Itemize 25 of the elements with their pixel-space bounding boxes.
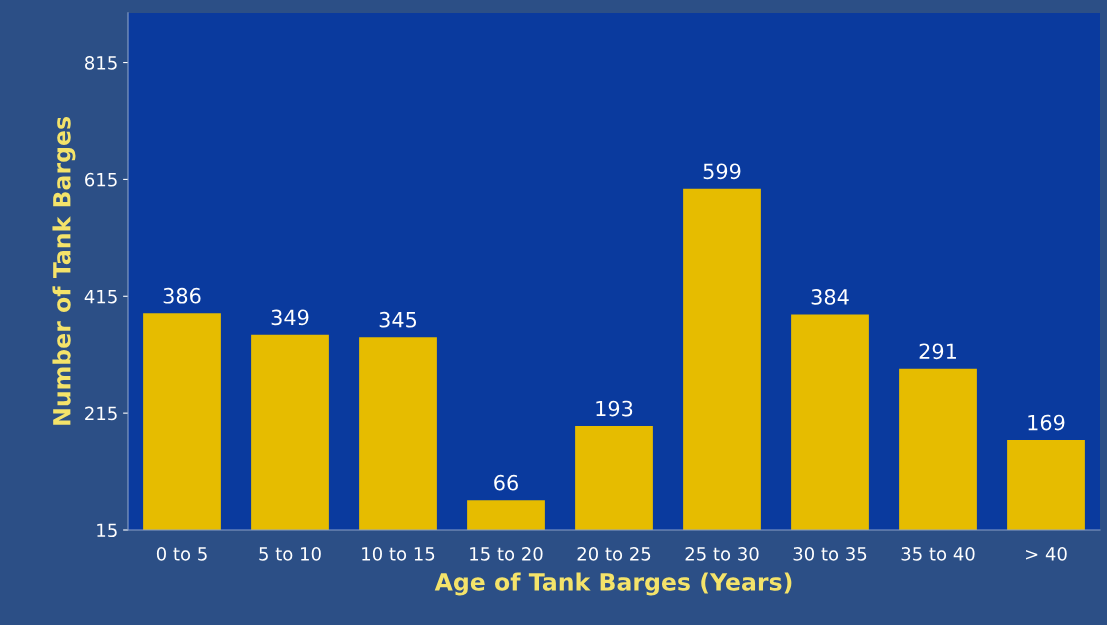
x-axis-title: Age of Tank Barges (Years) bbox=[434, 572, 792, 596]
y-tick-label: 215 bbox=[85, 406, 117, 421]
data-label: 599 bbox=[703, 163, 741, 180]
data-label: 384 bbox=[811, 289, 849, 305]
y-tick-label: 415 bbox=[84, 289, 117, 304]
y-tick-label: 615 bbox=[85, 172, 117, 187]
data-label: 193 bbox=[596, 400, 633, 417]
data-label: 66 bbox=[494, 474, 518, 491]
x-tick-label: 15 to 20 bbox=[470, 546, 543, 561]
data-label: 386 bbox=[163, 287, 201, 304]
x-tick-label: 35 to 40 bbox=[901, 546, 975, 561]
y-axis-title: Number of Tank Barges bbox=[52, 117, 76, 425]
y-tick-label: 15 bbox=[97, 523, 117, 538]
data-label: 349 bbox=[271, 309, 309, 326]
data-label: 169 bbox=[1028, 414, 1065, 431]
x-tick-label: 25 to 30 bbox=[685, 546, 759, 561]
x-tick-label: 5 to 10 bbox=[259, 546, 321, 561]
x-tick-label: > 40 bbox=[1025, 546, 1067, 561]
x-tick-label: 0 to 5 bbox=[156, 546, 207, 561]
data-label: 291 bbox=[919, 343, 956, 360]
data-label: 345 bbox=[379, 311, 417, 328]
x-tick-label: 20 to 25 bbox=[577, 546, 651, 561]
x-tick-label: 10 to 15 bbox=[362, 546, 435, 561]
y-tick-label: 815 bbox=[85, 56, 117, 70]
x-tick-label: 30 to 35 bbox=[793, 546, 867, 561]
